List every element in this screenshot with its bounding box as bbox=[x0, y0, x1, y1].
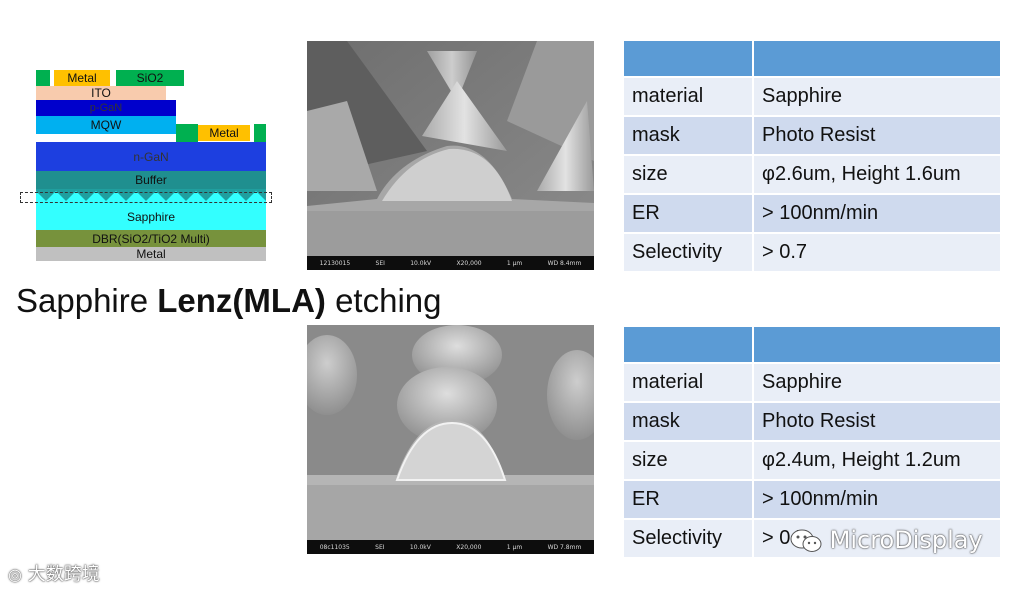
table-row: size φ2.6um, Height 1.6um bbox=[624, 156, 1000, 193]
dbr-layer: DBR(SiO2/TiO2 Multi) bbox=[36, 230, 266, 247]
led-structure-diagram: Metal DBR(SiO2/TiO2 Multi) Sapphire Buff… bbox=[18, 66, 273, 266]
table-row: ER > 100nm/min bbox=[624, 481, 1000, 518]
table-row: Selectivity > 0.7 bbox=[624, 234, 1000, 271]
watermark-right: MicroDisplay bbox=[790, 526, 983, 554]
sem-image-cones: 12130015 SEI 10.0kV X20,000 1 μm WD 8.4m… bbox=[307, 41, 594, 270]
dashed-highlight-box bbox=[20, 192, 272, 203]
table-row: mask Photo Resist bbox=[624, 117, 1000, 154]
n-gan-layer: n-GaN bbox=[36, 142, 266, 171]
sem-domes-picture bbox=[307, 325, 594, 554]
metal-bottom-layer: Metal bbox=[36, 247, 266, 261]
buffer-layer: Buffer bbox=[36, 171, 266, 189]
ito-layer: ITO bbox=[36, 86, 166, 100]
sio2-right-left bbox=[176, 124, 198, 142]
sem-image-domes: 08c11035 SEI 10.0kV X20,000 1 μm WD 7.8m… bbox=[307, 325, 594, 554]
metal-top-pad: Metal bbox=[54, 70, 110, 86]
sio2-top-left bbox=[36, 70, 50, 86]
table-header-row bbox=[624, 327, 1000, 362]
weibo-logo-icon: ◎ bbox=[8, 565, 22, 584]
patterned-sapphire-interface bbox=[36, 188, 266, 201]
sem-top-footer: 12130015 SEI 10.0kV X20,000 1 μm WD 8.4m… bbox=[307, 256, 594, 270]
p-gan-layer: p-GaN bbox=[36, 100, 176, 116]
sio2-right-right bbox=[254, 124, 266, 142]
watermark-left: ◎ 大数跨境 bbox=[8, 564, 100, 585]
metal-right-pad: Metal bbox=[198, 125, 250, 141]
table-header-row bbox=[624, 41, 1000, 76]
table-row: Selectivity > 0.7 bbox=[624, 520, 1000, 557]
slide-heading: Sapphire Lenz(MLA) etching bbox=[16, 282, 442, 319]
spec-table-top: material Sapphire mask Photo Resist size φ2… bbox=[622, 39, 1002, 273]
table-row: material Sapphire bbox=[624, 78, 1000, 115]
mqw-layer: MQW bbox=[36, 116, 176, 134]
sem-cones-picture bbox=[307, 41, 594, 270]
table-row: ER > 100nm/min bbox=[624, 195, 1000, 232]
table-row: mask Photo Resist bbox=[624, 403, 1000, 440]
sem-bottom-footer: 08c11035 SEI 10.0kV X20,000 1 μm WD 7.8m… bbox=[307, 540, 594, 554]
table-row: material Sapphire bbox=[624, 364, 1000, 401]
spec-table-bottom: material Sapphire mask Photo Resist size φ2… bbox=[622, 325, 1002, 559]
sio2-top-right: SiO2 bbox=[116, 70, 184, 86]
wechat-logo-icon bbox=[790, 528, 822, 554]
table-row: size φ2.4um, Height 1.2um bbox=[624, 442, 1000, 479]
